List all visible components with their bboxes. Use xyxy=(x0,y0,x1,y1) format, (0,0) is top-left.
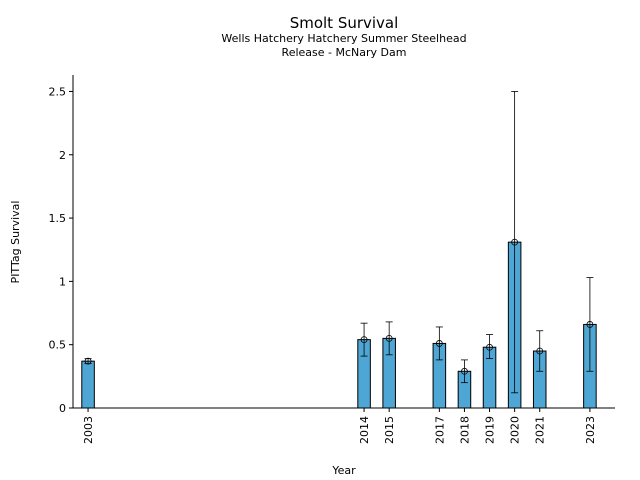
x-tick-label-2023: 2023 xyxy=(584,416,597,444)
point-2017 xyxy=(435,340,443,347)
error-bar-2023 xyxy=(586,277,594,372)
point-2003 xyxy=(84,357,92,365)
y-tick-label-2: 1 xyxy=(59,275,66,288)
x-tick-label-2015: 2015 xyxy=(383,416,396,444)
point-2020 xyxy=(511,238,519,246)
y-tick-label-0: 0 xyxy=(59,402,66,415)
y-tick-label-4: 2 xyxy=(59,149,66,162)
point-markers xyxy=(84,238,594,375)
y-tick-label-1: 0.5 xyxy=(49,339,67,352)
error-bar-2003 xyxy=(84,358,92,365)
bar-series xyxy=(81,241,597,409)
chart-subtitle-line-2: Release - McNary Dam xyxy=(282,46,407,59)
y-tick-label-3: 1.5 xyxy=(49,212,67,225)
y-axis-label: PITTag Survival xyxy=(9,201,22,284)
error-bar-2020 xyxy=(511,91,519,394)
x-axis-ticks: 2003 2014 2015 2017 2018 2019 2020 2021 2023 xyxy=(82,408,597,444)
error-bar-2021 xyxy=(536,330,544,372)
point-2015 xyxy=(385,334,393,342)
x-tick-label-2019: 2019 xyxy=(484,416,497,444)
chart-subtitle-line-1: Wells Hatchery Hatchery Summer Steelhead xyxy=(221,32,466,45)
y-axis-ticks: 0 0.5 1 1.5 2 2.5 xyxy=(49,85,73,415)
error-bar-2014 xyxy=(360,322,368,357)
x-tick-label-2021: 2021 xyxy=(534,416,547,444)
point-2023 xyxy=(586,321,594,328)
error-bar-2017 xyxy=(435,326,443,361)
error-bar-2018 xyxy=(460,359,468,384)
x-tick-label-2018: 2018 xyxy=(458,416,471,444)
point-2018 xyxy=(461,367,468,375)
point-2021 xyxy=(536,347,544,355)
y-tick-label-5: 2.5 xyxy=(49,85,67,98)
error-bar-2015 xyxy=(385,321,393,356)
error-bar-2019 xyxy=(486,334,494,360)
bar-2003 xyxy=(81,360,95,409)
x-tick-label-2003: 2003 xyxy=(82,416,95,444)
x-tick-label-2020: 2020 xyxy=(509,416,522,444)
x-axis-label: Year xyxy=(331,464,356,477)
point-2019 xyxy=(486,343,493,351)
x-tick-label-2014: 2014 xyxy=(358,416,371,444)
x-tick-label-2017: 2017 xyxy=(433,416,446,444)
chart-title: Smolt Survival xyxy=(290,14,399,32)
point-2014 xyxy=(360,336,368,344)
error-bar-series xyxy=(84,91,594,394)
